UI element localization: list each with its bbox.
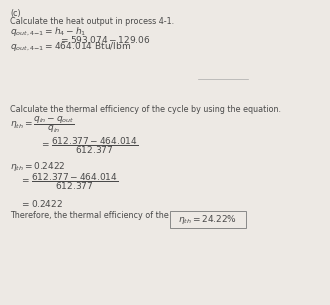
- Text: $= \dfrac{612.377 - 464.014}{612.377}$: $= \dfrac{612.377 - 464.014}{612.377}$: [40, 135, 138, 156]
- Text: $= 0.2422$: $= 0.2422$: [20, 198, 63, 209]
- Text: Calculate the thermal efficiency of the cycle by using the equation.: Calculate the thermal efficiency of the …: [10, 105, 281, 114]
- Text: $= 593.074 - 129.06$: $= 593.074 - 129.06$: [59, 34, 151, 45]
- Text: $= \dfrac{612.377 - 464.014}{612.377}$: $= \dfrac{612.377 - 464.014}{612.377}$: [20, 172, 118, 192]
- Text: $\eta_{th} = 24.22\%$: $\eta_{th} = 24.22\%$: [179, 213, 237, 226]
- Text: $q_{out,4\!-\!1} = 464.014\ \mathrm{Btu/lbm}$: $q_{out,4\!-\!1} = 464.014\ \mathrm{Btu/…: [10, 40, 131, 53]
- FancyBboxPatch shape: [170, 211, 246, 228]
- Text: Therefore, the thermal efficiency of the cycle is: Therefore, the thermal efficiency of the…: [10, 211, 201, 220]
- Text: $\eta_{th} = 0.2422$: $\eta_{th} = 0.2422$: [10, 160, 65, 173]
- Text: $q_{out,4\!-\!1} = h_4 - h_1$: $q_{out,4\!-\!1} = h_4 - h_1$: [10, 25, 86, 38]
- Text: $\eta_{th} = \dfrac{q_{in} - q_{out}}{q_{in}}$: $\eta_{th} = \dfrac{q_{in} - q_{out}}{q_…: [10, 114, 74, 135]
- Text: Calculate the heat output in process 4-1.: Calculate the heat output in process 4-1…: [10, 17, 174, 26]
- Text: (c): (c): [10, 9, 20, 18]
